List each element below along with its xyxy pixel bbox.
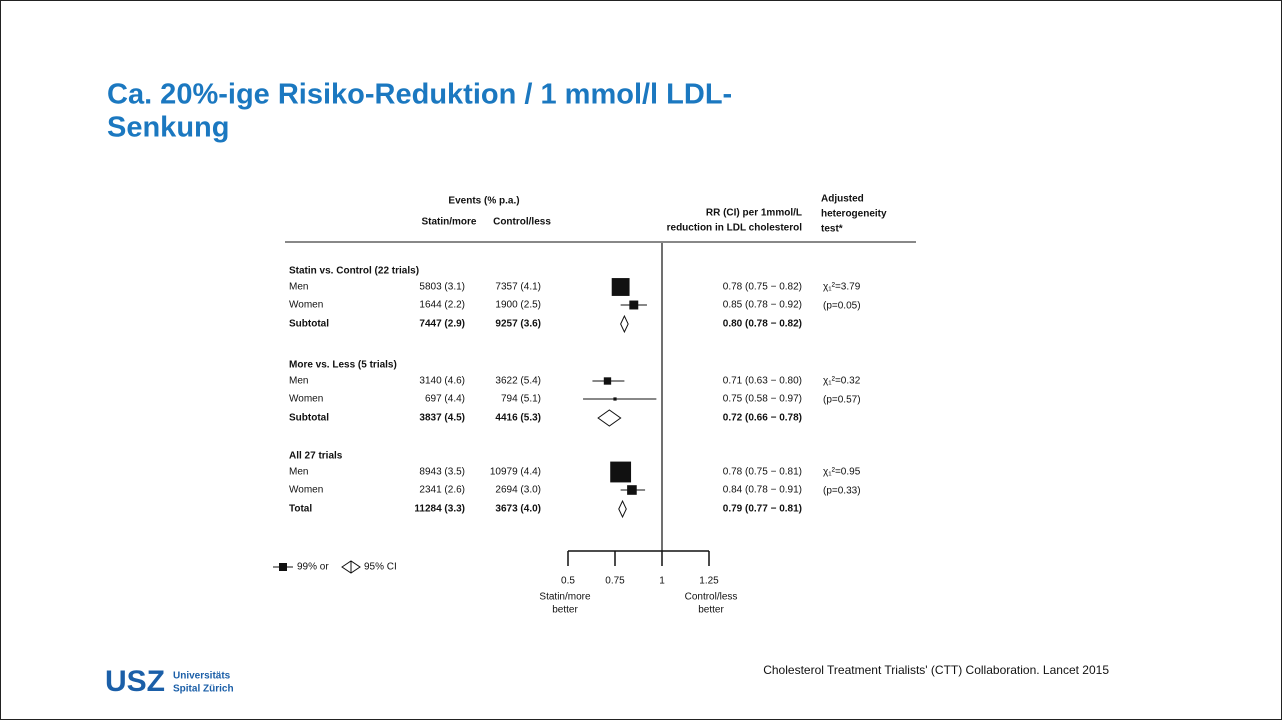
het-test: χ₁²=0.32: [823, 376, 861, 387]
events: 8943 (3.5): [419, 467, 465, 478]
axis-note: Control/less: [685, 592, 738, 603]
row-label: Women: [289, 300, 323, 311]
logo-text: Universitäts: [173, 671, 231, 682]
group-title: All 27 trials: [289, 451, 343, 462]
group-title: More vs. Less (5 trials): [289, 360, 397, 371]
header: Events (% p.a.): [448, 196, 519, 207]
events: 794 (5.1): [501, 394, 541, 405]
events: 11284 (3.3): [414, 504, 465, 515]
rr-label: 0.79 (0.77 − 0.81): [723, 504, 802, 515]
legend-square: [279, 563, 287, 571]
het-test: χ₁²=0.95: [823, 467, 861, 478]
group-title: Statin vs. Control (22 trials): [289, 266, 419, 277]
x-tick-label: 0.75: [605, 576, 625, 587]
row-label: Men: [289, 282, 308, 293]
footer: Cholesterol Treatment Trialists' (CTT) C…: [763, 663, 1109, 677]
events: 5803 (3.1): [419, 282, 465, 293]
x-tick-label: 0.5: [561, 576, 575, 587]
events: 697 (4.4): [425, 394, 465, 405]
row-label: Women: [289, 394, 323, 405]
header: Adjusted: [821, 194, 864, 205]
events: 10979 (4.4): [490, 467, 541, 478]
estimate: [629, 300, 639, 310]
row-label: Subtotal: [289, 319, 329, 330]
title: Senkung: [107, 112, 229, 144]
het-test: (p=0.05): [823, 301, 861, 312]
rr-label: 0.78 (0.75 − 0.82): [723, 282, 802, 293]
x-tick-label: 1.25: [699, 576, 719, 587]
header: test*: [821, 224, 843, 235]
rr-label: 0.72 (0.66 − 0.78): [723, 413, 802, 424]
axis-note: Statin/more: [539, 592, 591, 603]
events: 3673 (4.0): [495, 504, 541, 515]
events: 1644 (2.2): [419, 300, 465, 311]
header: RR (CI) per 1mmol/L: [706, 208, 802, 219]
het-test: (p=0.33): [823, 486, 861, 497]
events: 2341 (2.6): [419, 485, 465, 496]
events: 1900 (2.5): [495, 300, 541, 311]
legend-text: 95% CI: [364, 562, 397, 573]
x-tick-label: 1: [659, 576, 665, 587]
rr-label: 0.75 (0.58 − 0.97): [723, 394, 802, 405]
events: 9257 (3.6): [495, 319, 541, 330]
legend-text: 99% or: [297, 562, 329, 573]
rr-label: 0.84 (0.78 − 0.91): [723, 485, 802, 496]
rr-label: 0.71 (0.63 − 0.80): [723, 376, 802, 387]
diamond: [597, 409, 622, 427]
events: 3140 (4.6): [419, 376, 465, 387]
row-label: Women: [289, 485, 323, 496]
diamond: [620, 314, 629, 334]
rr-label: 0.78 (0.75 − 0.81): [723, 467, 802, 478]
het-test: (p=0.57): [823, 395, 861, 406]
diamond: [618, 499, 627, 519]
row-label: Total: [289, 504, 312, 515]
header: reduction in LDL cholesterol: [667, 223, 803, 234]
header: Statin/more: [421, 217, 476, 228]
rr-label: 0.85 (0.78 − 0.92): [723, 300, 802, 311]
logo: USZ: [105, 665, 165, 698]
events: 3837 (4.5): [419, 413, 465, 424]
logo-text: Spital Zürich: [173, 684, 234, 695]
estimate: [627, 485, 637, 495]
rr-label: 0.80 (0.78 − 0.82): [723, 319, 802, 330]
header: heterogeneity: [821, 209, 887, 220]
row-label: Men: [289, 376, 308, 387]
axis-note: better: [552, 605, 578, 616]
axis-note: better: [698, 605, 724, 616]
events: 3622 (5.4): [495, 376, 541, 387]
events: 7357 (4.1): [495, 282, 541, 293]
title: Ca. 20%-ige Risiko-Reduktion / 1 mmol/l …: [107, 79, 732, 111]
row-label: Men: [289, 467, 308, 478]
estimate: [610, 461, 632, 483]
estimate: [611, 278, 630, 296]
header: Control/less: [493, 217, 551, 228]
estimate: [603, 377, 612, 385]
row-label: Subtotal: [289, 413, 329, 424]
estimate: [613, 397, 617, 401]
events: 2694 (3.0): [495, 485, 541, 496]
events: 7447 (2.9): [419, 319, 465, 330]
events: 4416 (5.3): [495, 413, 541, 424]
het-test: χ₁²=3.79: [823, 282, 861, 293]
